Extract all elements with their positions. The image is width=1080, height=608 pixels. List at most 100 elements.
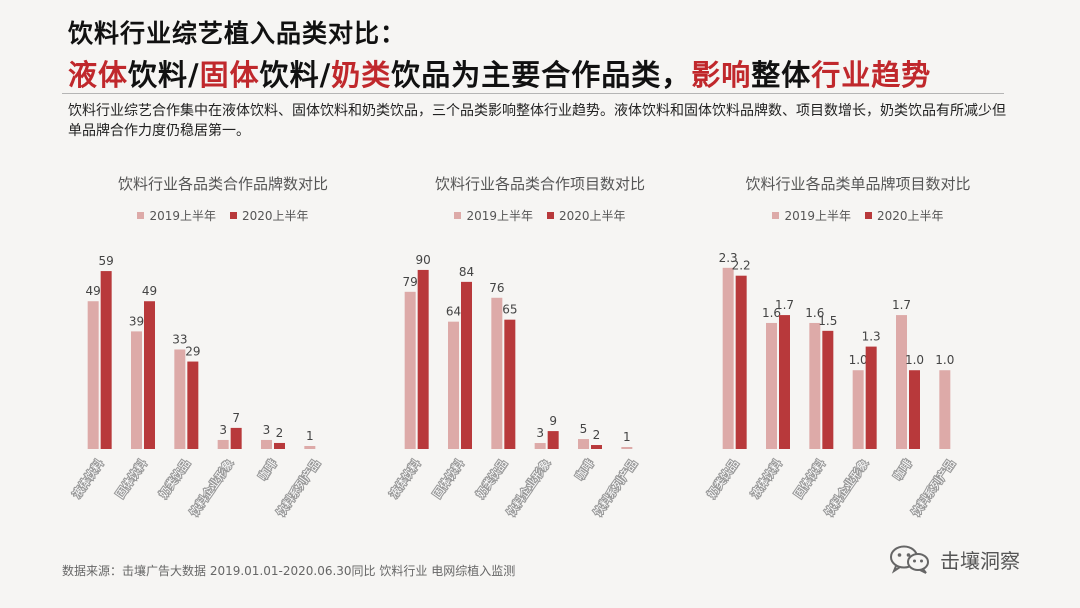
data-label: 2.2	[732, 259, 751, 273]
data-label: 76	[489, 281, 504, 295]
bar-2019	[491, 297, 503, 449]
data-label: 90	[416, 253, 431, 267]
category-label: 奶类饮品	[156, 457, 193, 501]
bar-2020	[187, 361, 199, 449]
data-source: 数据来源：击壤广告大数据 2019.01.01-2020.06.30同比 饮料行…	[62, 564, 516, 578]
data-label: 65	[502, 303, 517, 317]
bar-2019	[87, 301, 99, 449]
bar-2019	[722, 267, 734, 449]
data-label: 9	[549, 414, 557, 428]
data-label: 1.0	[849, 353, 868, 367]
legend-item-2020: 2020上半年	[865, 207, 944, 224]
brand-mark: 击壤洞察	[888, 544, 1020, 574]
title-segment: 行业趋势	[811, 58, 932, 92]
category-label: 饮料企业形象	[187, 457, 236, 519]
legend-label: 2020上半年	[242, 209, 309, 223]
title-segment: 整体	[751, 58, 812, 92]
title-segment: 液体	[68, 58, 129, 92]
bar-2019	[404, 291, 416, 449]
data-label: 1.3	[862, 330, 881, 344]
brand-name: 击壤洞察	[940, 548, 1020, 573]
legend-label: 2019上半年	[149, 209, 216, 223]
data-label: 29	[185, 345, 200, 359]
bar-2019	[896, 315, 907, 449]
bar-2020	[547, 431, 559, 449]
chart-legend: 2019上半年 2020上半年	[375, 207, 705, 224]
legend-swatch	[772, 212, 780, 219]
bar-2019	[809, 322, 821, 449]
bar-2019	[578, 439, 589, 449]
bar-2019	[131, 331, 142, 449]
bar-2019	[217, 439, 229, 449]
bar-2019	[534, 443, 546, 449]
bar-2020	[100, 271, 112, 449]
category-label: 奶类饮品	[473, 457, 510, 501]
bar-2020	[909, 370, 920, 449]
bar-2020	[591, 445, 602, 449]
bar-2019	[852, 370, 864, 449]
bar-2019	[261, 439, 272, 449]
data-label: 1.7	[775, 298, 794, 312]
data-label: 59	[99, 254, 114, 268]
data-label: 1.6	[805, 306, 824, 320]
data-label: 39	[129, 314, 144, 328]
legend-label: 2019上半年	[466, 209, 533, 223]
data-label: 1	[306, 429, 314, 443]
title-segment: 影响	[691, 58, 752, 92]
bar-2019	[448, 321, 459, 449]
chart-per-brand-projects: 饮料行业各品类单品牌项目数对比 2019上半年 2020上半年 2.3 2.2 奶类…	[693, 170, 1023, 540]
category-label: 液体饮料	[69, 457, 106, 501]
title-segment: 固体	[199, 58, 260, 92]
bar-2019	[304, 445, 316, 449]
category-label: 固体饮料	[113, 457, 150, 501]
category-label: 咖啡	[890, 457, 914, 483]
legend-swatch	[865, 212, 872, 219]
bar-2019	[766, 322, 777, 449]
chart-title: 饮料行业各品类合作品牌数对比	[117, 175, 328, 193]
legend-item-2020: 2020上半年	[230, 207, 309, 224]
bar-2019	[621, 447, 633, 449]
chart-project-count: 饮料行业各品类合作项目数对比 2019上半年 2020上半年 79 90 液体饮料 6…	[375, 170, 705, 540]
category-label: 固体饮料	[791, 457, 828, 501]
title-segment: 饮料/	[259, 58, 332, 92]
chart-title: 饮料行业各品类合作项目数对比	[434, 175, 645, 193]
page-subtitle: 液体饮料/固体饮料/奶类饮品为主要合作品类，影响整体行业趋势	[68, 52, 931, 94]
bar-2020	[144, 301, 155, 449]
category-label: 液体饮料	[748, 457, 785, 501]
legend-swatch	[137, 212, 145, 219]
legend-label: 2019上半年	[784, 209, 851, 223]
title-divider	[62, 93, 1004, 94]
category-label: 饮料企业形象	[504, 457, 553, 519]
bar-2019	[174, 349, 186, 449]
data-label: 84	[459, 265, 474, 279]
bar-2020	[779, 315, 790, 449]
data-label: 2.3	[719, 251, 738, 265]
category-label: 咖啡	[572, 457, 596, 483]
category-label: 液体饮料	[386, 457, 423, 501]
title-segment: 饮料/	[128, 58, 200, 92]
data-label: 49	[86, 284, 101, 298]
bar-2019	[939, 370, 951, 449]
bar-2020	[735, 275, 747, 449]
bar-2020	[865, 346, 877, 449]
category-label: 固体饮料	[430, 457, 467, 501]
data-label: 1.5	[818, 314, 837, 328]
legend-swatch	[547, 212, 554, 219]
data-label: 1.7	[892, 298, 911, 312]
wechat-icon	[888, 544, 932, 574]
data-label: 1.0	[905, 353, 924, 367]
legend-item-2020: 2020上半年	[547, 207, 626, 224]
bar-2020	[230, 427, 242, 449]
data-label: 3	[263, 423, 271, 437]
description: 饮料行业综艺合作集中在液体饮料、固体饮料和奶类饮品，三个品类影响整体行业趋势。液…	[68, 103, 1006, 139]
bar-2020	[504, 319, 516, 449]
chart-brand-count: 饮料行业各品类合作品牌数对比 2019上半年 2020上半年 49 59 液体饮料 3…	[58, 170, 388, 540]
legend-item-2019: 2019上半年	[772, 207, 851, 224]
bar-2020	[274, 442, 285, 449]
chart-title: 饮料行业各品类单品牌项目数对比	[745, 175, 971, 193]
bar-2020	[822, 330, 834, 449]
chart-legend: 2019上半年 2020上半年	[693, 207, 1023, 224]
category-label: 饮料企业形象	[822, 457, 871, 519]
data-label: 64	[446, 305, 461, 319]
